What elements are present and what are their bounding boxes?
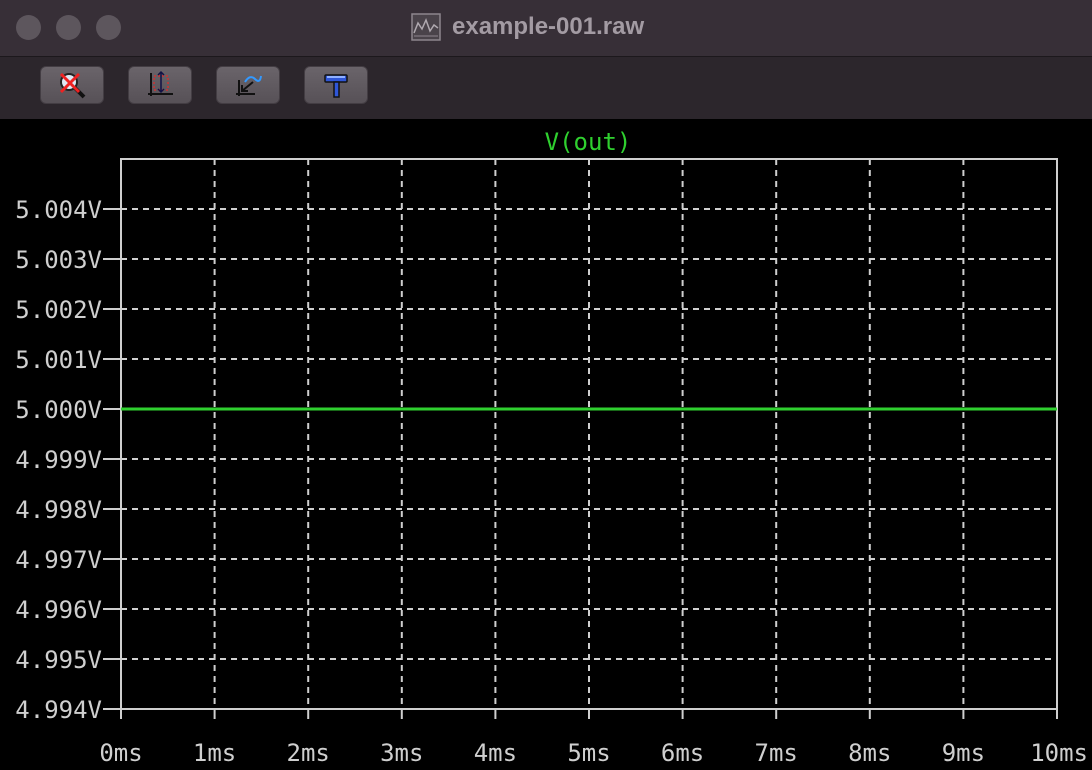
- axis-ticks: [103, 208, 1058, 719]
- x-tick-label: 6ms: [661, 739, 704, 767]
- y-tick-label: 4.999V: [15, 446, 102, 474]
- x-tick-label: 9ms: [942, 739, 985, 767]
- magnifier-cancel-icon: [59, 72, 86, 99]
- y-tick-label: 4.994V: [15, 696, 102, 724]
- x-tick-label: 7ms: [755, 739, 798, 767]
- y-tick-label: 5.002V: [15, 296, 102, 324]
- waveform-document-icon: [411, 13, 441, 41]
- window-title-group: example-001.raw: [410, 10, 644, 44]
- toolbar: [0, 57, 1092, 119]
- y-axis-tick-labels: 4.994V 4.995V 4.996V 4.997V 4.998V 4.999V 5.00…: [15, 196, 102, 724]
- x-tick-label: 1ms: [193, 739, 236, 767]
- x-tick-label: 4ms: [474, 739, 517, 767]
- y-tick-label: 4.997V: [15, 546, 102, 574]
- x-tick-label: 0ms: [99, 739, 142, 767]
- zoom-reset-button[interactable]: [40, 66, 104, 104]
- title-bar[interactable]: example-001.raw: [0, 0, 1092, 57]
- y-tick-label: 5.000V: [15, 396, 102, 424]
- hammer-icon: [324, 74, 348, 98]
- y-tick-label: 4.995V: [15, 646, 102, 674]
- x-tick-label: 10ms: [1030, 739, 1088, 767]
- y-tick-label: 5.001V: [15, 346, 102, 374]
- x-tick-label: 5ms: [567, 739, 610, 767]
- trace-label-vout[interactable]: V(out): [545, 128, 632, 156]
- zoom-back-button[interactable]: [216, 66, 280, 104]
- x-tick-label: 2ms: [287, 739, 330, 767]
- x-tick-label: 3ms: [380, 739, 423, 767]
- zoom-window-button[interactable]: [96, 15, 121, 40]
- autorange-button[interactable]: [304, 66, 368, 104]
- y-tick-label: 5.003V: [15, 246, 102, 274]
- close-window-button[interactable]: [16, 15, 41, 40]
- y-tick-label: 5.004V: [15, 196, 102, 224]
- minimize-window-button[interactable]: [56, 15, 81, 40]
- y-tick-label: 4.996V: [15, 596, 102, 624]
- grid-lines: [121, 159, 1057, 710]
- x-tick-label: 8ms: [848, 739, 891, 767]
- zoom-extents-icon: [148, 70, 173, 96]
- x-axis-tick-labels: 0ms 1ms 2ms 3ms 4ms 5ms 6ms 7ms 8ms 9ms 10ms: [99, 739, 1088, 767]
- window-title: example-001.raw: [452, 13, 645, 40]
- zoom-extents-button[interactable]: [128, 66, 192, 104]
- waveform-plot[interactable]: V(out) 4.994V4.995V4.996V4.997V4.998V4.9…: [0, 119, 1092, 770]
- plot-pane[interactable]: V(out) 4.994V 4.995V 4.996V 4.997V 4.998V 4.9…: [0, 119, 1092, 770]
- y-tick-label: 4.998V: [15, 496, 102, 524]
- zoom-back-icon: [236, 75, 262, 96]
